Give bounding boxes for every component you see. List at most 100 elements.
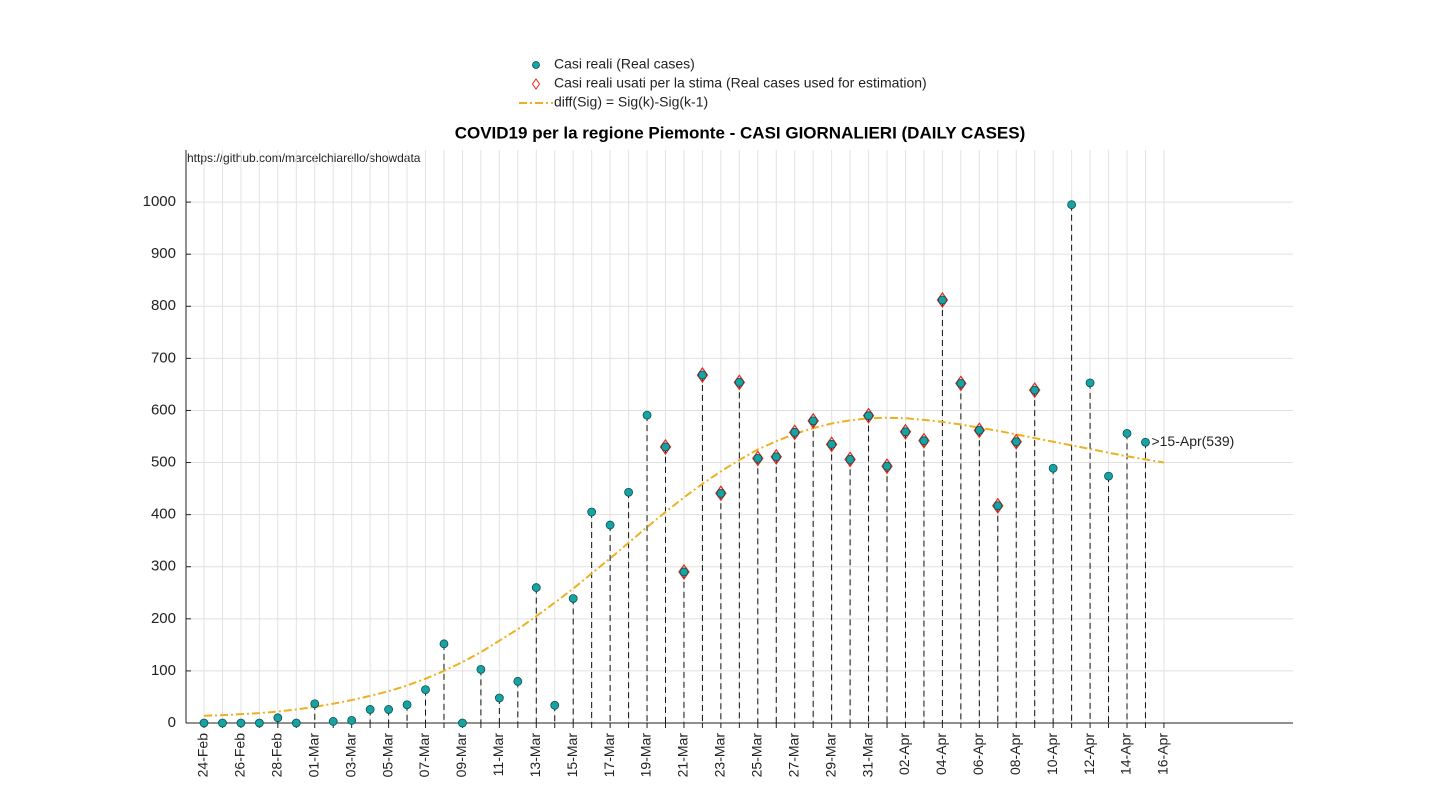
- x-tick-label: 03-Mar: [342, 733, 358, 778]
- y-tick-label: 100: [151, 662, 176, 679]
- y-tick-label: 300: [151, 558, 176, 575]
- x-tick-label: 25-Mar: [749, 733, 765, 778]
- y-tick-label: 900: [151, 245, 176, 262]
- case-marker: [494, 693, 504, 703]
- x-tick-label: 05-Mar: [379, 733, 395, 778]
- x-tick-label: 13-Mar: [527, 733, 543, 778]
- case-marker: [974, 425, 984, 435]
- case-marker: [1011, 437, 1021, 447]
- case-marker: [273, 713, 283, 723]
- case-marker: [402, 700, 412, 710]
- case-marker: [716, 488, 726, 498]
- legend-label: Casi reali (Real cases): [554, 56, 695, 72]
- case-marker: [1122, 428, 1132, 438]
- case-marker: [864, 411, 873, 421]
- legend-label: Casi reali usati per la stima (Real case…: [554, 75, 927, 91]
- x-tick-label: 15-Mar: [564, 733, 580, 778]
- case-marker: [384, 705, 394, 714]
- case-marker: [236, 718, 246, 728]
- fit-line: [203, 416, 1165, 717]
- case-marker: [328, 717, 338, 726]
- chart-title: COVID19 per la regione Piemonte - CASI G…: [455, 123, 1026, 142]
- x-tick-label: 07-Mar: [416, 733, 432, 778]
- case-marker: [347, 715, 357, 725]
- x-tick-label: 06-Apr: [970, 733, 986, 775]
- x-tick-label: 01-Mar: [305, 733, 321, 778]
- case-marker: [1030, 385, 1040, 395]
- case-marker: [661, 442, 670, 452]
- x-tick-label: 02-Apr: [896, 733, 912, 775]
- case-marker: [845, 455, 855, 464]
- case-marker: [458, 718, 467, 728]
- x-tick-label: 26-Feb: [232, 733, 248, 778]
- case-marker: [531, 583, 541, 592]
- case-marker: [938, 295, 947, 305]
- x-tick-label: 29-Mar: [822, 733, 838, 778]
- x-tick-label: 31-Mar: [859, 733, 875, 778]
- x-tick-label: 19-Mar: [638, 733, 654, 778]
- case-marker: [753, 453, 763, 463]
- case-marker: [421, 685, 430, 695]
- case-marker: [698, 370, 707, 380]
- y-tick-label: 800: [151, 297, 176, 314]
- x-tick-label: 16-Apr: [1155, 733, 1171, 775]
- case-marker: [1048, 463, 1058, 473]
- y-tick-label: 600: [151, 401, 176, 418]
- case-marker: [218, 718, 227, 728]
- case-marker: [1141, 437, 1150, 447]
- case-marker: [476, 664, 486, 674]
- legend-marker: [531, 78, 541, 90]
- y-tick-label: 700: [151, 349, 176, 366]
- case-marker: [310, 699, 320, 709]
- case-marker: [568, 594, 578, 603]
- x-tick-label: 10-Apr: [1044, 733, 1060, 775]
- case-marker: [1104, 471, 1113, 481]
- x-tick-label: 21-Mar: [675, 733, 691, 778]
- x-tick-label: 08-Apr: [1007, 733, 1023, 775]
- case-marker: [291, 718, 301, 728]
- legend-label: diff(Sig) = Sig(k)-Sig(k-1): [554, 94, 708, 110]
- case-marker: [254, 718, 264, 728]
- x-tick-label: 14-Apr: [1118, 733, 1134, 775]
- x-tick-label: 17-Mar: [601, 733, 617, 778]
- case-marker: [993, 501, 1003, 511]
- source-note: https://github.com/marcelchiarello/showd…: [187, 151, 421, 165]
- case-marker: [439, 639, 449, 649]
- y-tick-label: 0: [168, 714, 176, 731]
- case-marker: [827, 439, 837, 449]
- case-marker: [679, 567, 689, 577]
- y-tick-label: 500: [151, 454, 176, 471]
- case-marker: [587, 507, 597, 517]
- case-marker: [901, 427, 910, 437]
- x-tick-label: 12-Apr: [1081, 733, 1097, 775]
- case-marker: [956, 378, 966, 388]
- annotation: >15-Apr(539): [1151, 433, 1234, 449]
- case-marker: [790, 427, 800, 437]
- x-tick-label: 28-Feb: [269, 733, 285, 778]
- y-tick-label: 200: [151, 610, 176, 627]
- case-marker: [882, 461, 892, 471]
- case-marker: [734, 377, 744, 387]
- case-marker: [1085, 378, 1095, 388]
- x-tick-label: 09-Mar: [453, 733, 469, 778]
- case-marker: [199, 718, 209, 728]
- x-tick-label: 11-Mar: [490, 733, 506, 777]
- case-marker: [642, 410, 652, 420]
- y-tick-label: 1000: [143, 193, 176, 210]
- case-marker: [550, 700, 560, 710]
- legend-marker: [532, 61, 540, 69]
- x-tick-label: 23-Mar: [712, 733, 728, 778]
- case-marker: [1067, 200, 1077, 210]
- x-tick-label: 27-Mar: [785, 733, 801, 778]
- case-marker: [513, 676, 523, 686]
- case-marker: [919, 436, 929, 446]
- x-tick-label: 04-Apr: [933, 733, 949, 775]
- case-marker: [365, 705, 375, 714]
- case-marker: [808, 416, 818, 426]
- case-marker: [605, 520, 615, 530]
- x-tick-label: 24-Feb: [195, 733, 211, 778]
- y-tick-label: 400: [151, 506, 176, 523]
- case-marker: [771, 452, 781, 462]
- case-marker: [624, 487, 633, 497]
